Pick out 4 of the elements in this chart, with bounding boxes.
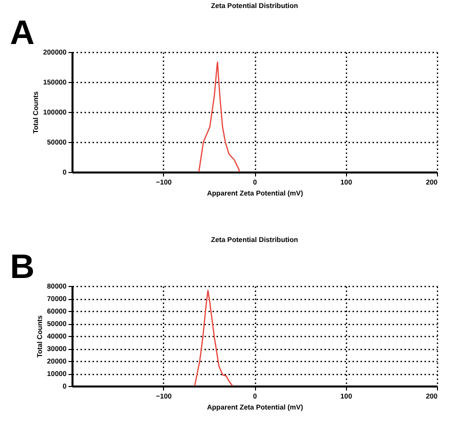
text: A [10,14,35,52]
line-series [194,290,234,386]
text: B [10,248,35,286]
line-series [198,62,240,172]
